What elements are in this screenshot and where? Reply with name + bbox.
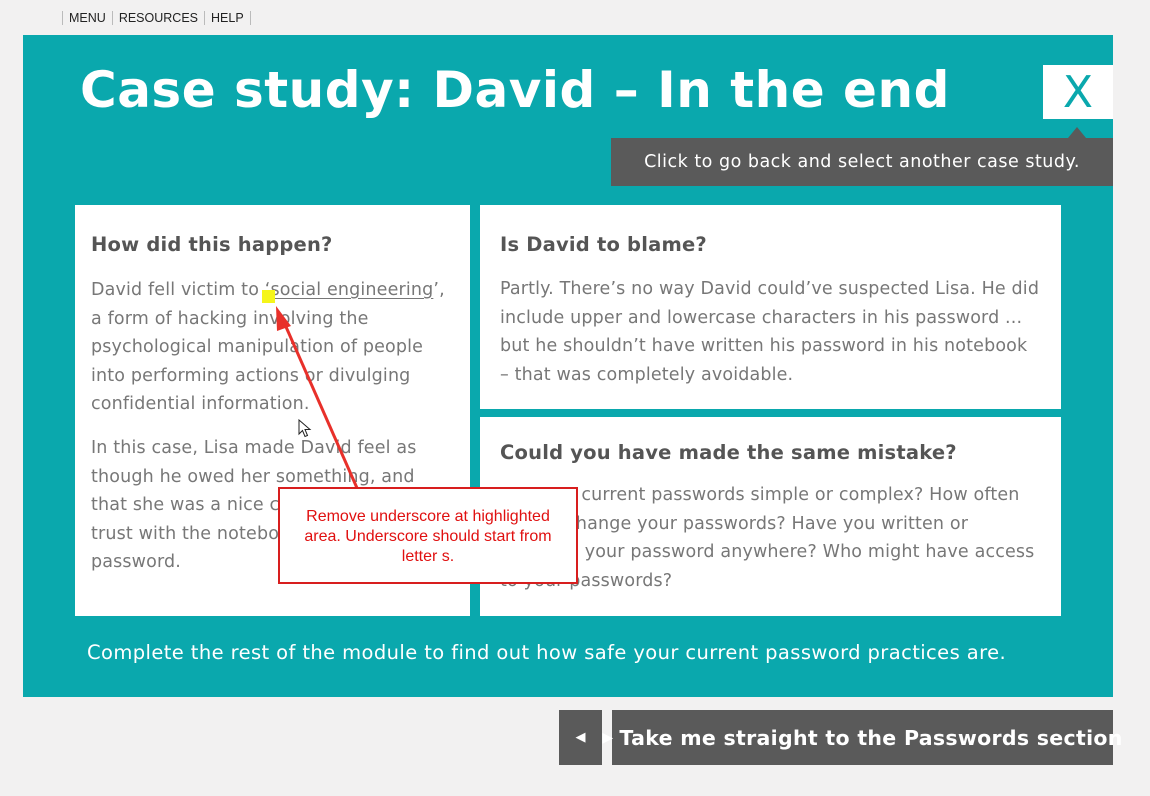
paragraph-text: David fell victim to xyxy=(91,280,265,300)
card-paragraph: Partly. There’s no way David could’ve su… xyxy=(500,279,1040,385)
highlight-marker xyxy=(262,290,275,303)
close-button[interactable]: X xyxy=(1043,65,1113,119)
triangle-right-icon: ▶ xyxy=(602,729,614,746)
module-footer-text: Complete the rest of the module to find … xyxy=(87,641,1007,664)
nav-divider xyxy=(249,11,251,25)
nav-divider xyxy=(111,11,113,25)
social-engineering-link[interactable]: ‘social engineering xyxy=(264,280,434,300)
nav-resources[interactable]: RESOURCES xyxy=(118,11,198,25)
passwords-section-button[interactable]: ▶ Take me straight to the Passwords sect… xyxy=(602,710,1122,765)
triangle-left-icon: ◀ xyxy=(575,730,586,745)
nav-menu[interactable]: MENU xyxy=(69,11,106,25)
annotation-note: Remove underscore at highlighted area. U… xyxy=(278,487,578,584)
tooltip-arrow xyxy=(1068,127,1086,138)
mouse-cursor-icon xyxy=(298,419,312,438)
close-tooltip: Click to go back and select another case… xyxy=(611,138,1113,186)
card-paragraph: Are your current passwords simple or com… xyxy=(500,485,1035,591)
back-button[interactable]: ◀ xyxy=(559,710,602,765)
nav-divider xyxy=(204,11,205,25)
card-heading: How did this happen? xyxy=(91,233,333,256)
nav-help[interactable]: HELP xyxy=(211,11,244,25)
card-is-david-to-blame: Is David to blame? Partly. There’s no wa… xyxy=(480,205,1061,409)
card-heading: Could you have made the same mistake? xyxy=(500,441,957,464)
close-icon: X xyxy=(1062,66,1094,118)
nav-divider xyxy=(62,11,63,25)
top-nav: MENU RESOURCES HELP xyxy=(62,9,251,27)
case-study-panel: Case study: David – In the end X Click t… xyxy=(23,35,1113,697)
button-label: Take me straight to the Passwords sectio… xyxy=(619,725,1123,750)
card-heading: Is David to blame? xyxy=(500,233,707,256)
page-title: Case study: David – In the end xyxy=(80,61,950,119)
